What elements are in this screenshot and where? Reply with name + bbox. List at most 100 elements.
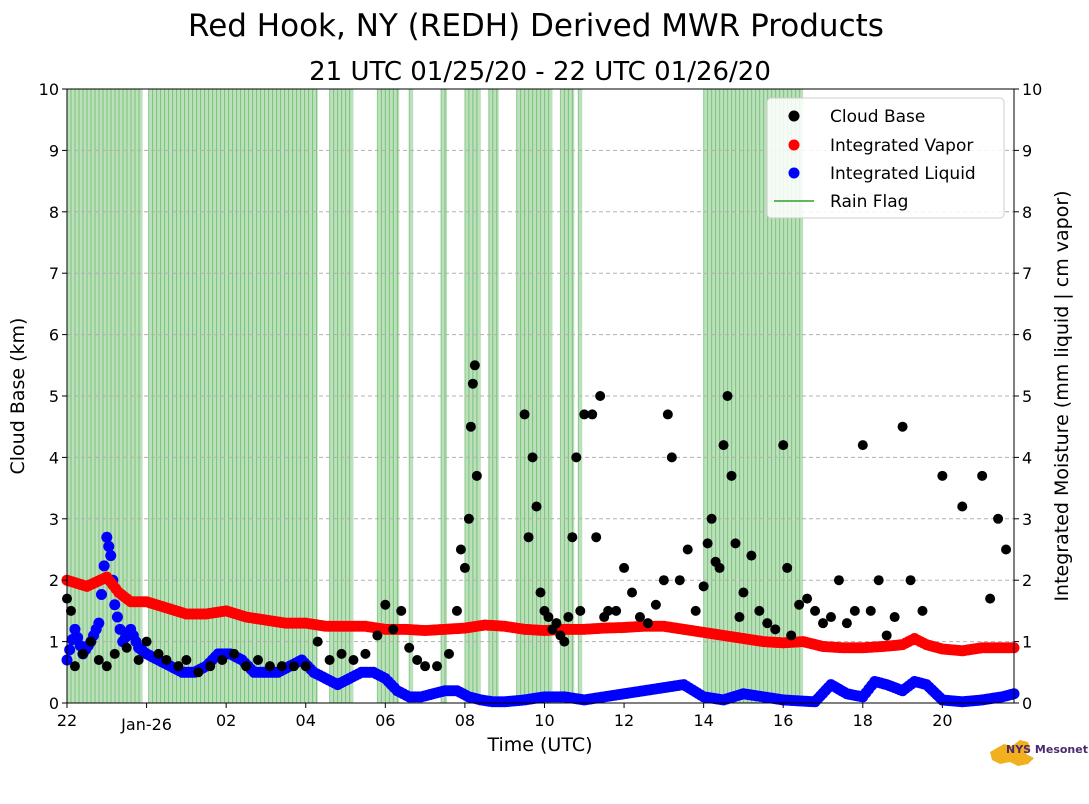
cloud-base-point bbox=[985, 593, 996, 604]
x-tick-label: 10 bbox=[534, 711, 554, 730]
cloud-base-point bbox=[173, 661, 184, 672]
rain-flag-band bbox=[488, 89, 499, 703]
cloud-base-point bbox=[579, 409, 590, 420]
cloud-base-point bbox=[336, 648, 347, 659]
cloud-base-point bbox=[746, 550, 757, 561]
integrated-liquid-point bbox=[101, 531, 113, 543]
cloud-base-point bbox=[109, 648, 120, 659]
cloud-base-point bbox=[420, 661, 431, 672]
cloud-base-point bbox=[404, 642, 415, 653]
cloud-base-point bbox=[396, 605, 407, 616]
x-axis-label: Time (UTC) bbox=[486, 734, 592, 756]
grid-lines bbox=[67, 149, 1014, 643]
cloud-base-point bbox=[690, 605, 701, 616]
cloud-base-point bbox=[730, 538, 741, 549]
cloud-base-point bbox=[69, 661, 80, 672]
cloud-base-point bbox=[706, 513, 717, 524]
y-tick-label-right: 7 bbox=[1022, 264, 1032, 283]
x-tick-label: 04 bbox=[296, 711, 316, 730]
cloud-base-point bbox=[738, 587, 749, 598]
y-tick-label-left: 0 bbox=[49, 694, 59, 713]
cloud-base-point bbox=[455, 544, 466, 555]
cloud-base-series bbox=[62, 360, 1012, 678]
cloud-base-point bbox=[778, 440, 789, 451]
cloud-base-point bbox=[412, 655, 423, 666]
cloud-base-point bbox=[551, 618, 562, 629]
cloud-base-point bbox=[563, 612, 574, 623]
integrated-liquid-point bbox=[98, 560, 110, 572]
cloud-base-point bbox=[288, 661, 299, 672]
cloud-base-point bbox=[276, 661, 287, 672]
y-tick-label-right: 4 bbox=[1022, 448, 1032, 467]
cloud-base-point bbox=[726, 470, 737, 481]
cloud-base-point bbox=[674, 575, 685, 586]
cloud-base-point bbox=[543, 612, 554, 623]
cloud-base-point bbox=[567, 532, 578, 543]
cloud-base-point bbox=[241, 661, 252, 672]
x-tick-label: 22 bbox=[57, 711, 77, 730]
cloud-base-point bbox=[666, 452, 677, 463]
legend-marker-cloud-base bbox=[788, 110, 800, 122]
integrated-liquid-point bbox=[109, 599, 121, 611]
cloud-base-point bbox=[658, 575, 669, 586]
y-tick-label-right: 5 bbox=[1022, 387, 1032, 406]
x-axis-ticks: 22 Jan-26 02 04 06 08 10 12 14 16 18 20 bbox=[57, 703, 953, 734]
cloud-base-point bbox=[217, 655, 228, 666]
rain-flag-band bbox=[148, 89, 318, 703]
x-tick-label: 18 bbox=[853, 711, 873, 730]
cloud-base-point bbox=[519, 409, 530, 420]
logo-text: NYS Mesonet bbox=[1006, 743, 1088, 756]
integrated-liquid-point bbox=[95, 589, 107, 601]
cloud-base-point bbox=[595, 391, 606, 401]
cloud-base-point bbox=[93, 655, 104, 666]
y-tick-label-right: 1 bbox=[1022, 633, 1032, 652]
legend-label-integrated-liquid: Integrated Liquid bbox=[830, 164, 976, 184]
cloud-base-point bbox=[698, 581, 709, 592]
cloud-base-point bbox=[897, 421, 908, 432]
cloud-base-point bbox=[634, 612, 645, 623]
x-tick-label: 08 bbox=[455, 711, 475, 730]
y-tick-label-left: 5 bbox=[49, 387, 59, 406]
cloud-base-point bbox=[443, 648, 454, 659]
x-tick-label: 16 bbox=[773, 711, 793, 730]
cloud-base-point bbox=[714, 562, 725, 573]
cloud-base-point bbox=[591, 532, 602, 543]
cloud-base-point bbox=[531, 501, 542, 512]
cloud-base-point bbox=[849, 605, 860, 616]
cloud-base-point bbox=[133, 655, 144, 666]
cloud-base-point bbox=[467, 378, 478, 389]
cloud-base-point bbox=[465, 421, 476, 432]
cloud-base-point bbox=[642, 618, 653, 629]
x-tick-label: 02 bbox=[216, 711, 236, 730]
cloud-base-point bbox=[833, 575, 844, 586]
cloud-base-point bbox=[469, 360, 480, 371]
cloud-base-point bbox=[181, 655, 192, 666]
cloud-base-point bbox=[463, 513, 474, 524]
cloud-base-point bbox=[101, 661, 112, 672]
cloud-base-point bbox=[993, 513, 1004, 524]
x-tick-label: 06 bbox=[375, 711, 395, 730]
cloud-base-point bbox=[762, 618, 773, 629]
cloud-base-point bbox=[650, 599, 661, 610]
cloud-base-point bbox=[65, 605, 76, 616]
cloud-base-point bbox=[571, 452, 582, 463]
integrated-liquid-point bbox=[105, 550, 117, 562]
cloud-base-point bbox=[153, 648, 164, 659]
legend: Cloud Base Integrated Vapor Integrated L… bbox=[766, 97, 1005, 219]
cloud-base-point bbox=[977, 470, 988, 481]
cloud-base-point bbox=[77, 648, 88, 659]
y-tick-label-left: 7 bbox=[49, 264, 59, 283]
cloud-base-point bbox=[459, 562, 470, 573]
cloud-base-point bbox=[161, 655, 172, 666]
chart-subtitle: 21 UTC 01/25/20 - 22 UTC 01/26/20 bbox=[309, 57, 771, 87]
rain-flag-band bbox=[441, 89, 447, 703]
ny-state-shape-icon bbox=[990, 740, 1034, 766]
y-tick-label-right: 0 bbox=[1022, 694, 1032, 713]
cloud-base-point bbox=[264, 661, 275, 672]
cloud-base-point bbox=[937, 470, 948, 481]
integrated-vapor-series bbox=[61, 571, 1020, 657]
nys-mesonet-logo: NYS Mesonet bbox=[990, 740, 1088, 766]
y-tick-label-right: 6 bbox=[1022, 326, 1032, 345]
legend-box bbox=[766, 97, 1005, 219]
cloud-base-point bbox=[471, 470, 482, 481]
